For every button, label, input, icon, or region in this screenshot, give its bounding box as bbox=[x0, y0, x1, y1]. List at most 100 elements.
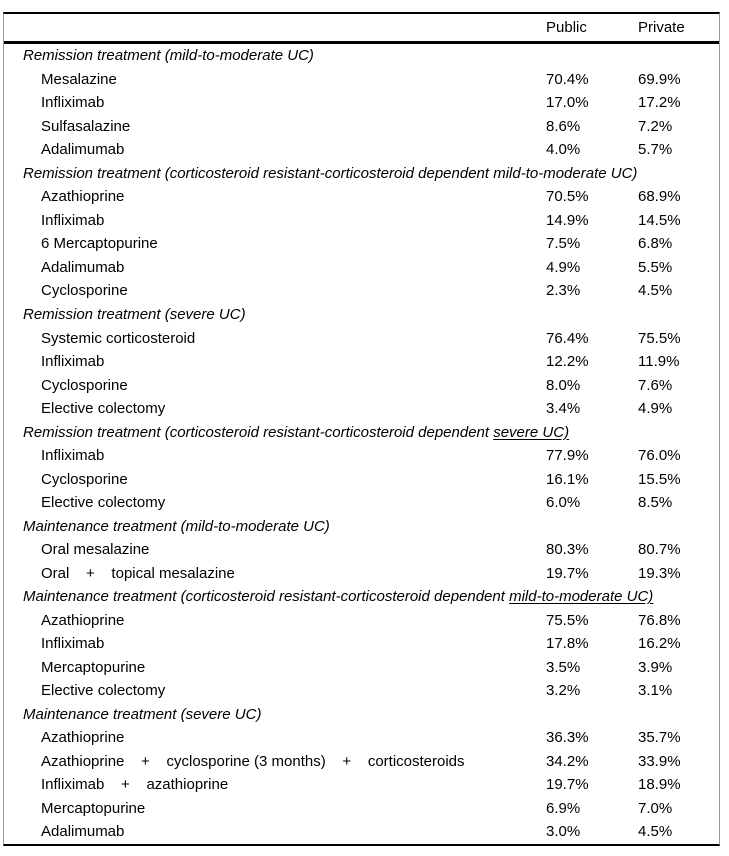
private-value: 11.9% bbox=[638, 353, 680, 371]
section-title-underlined-text: mild-to-moderate UC) bbox=[509, 588, 654, 606]
section-title-text: Maintenance treatment (mild-to-moderate … bbox=[23, 517, 330, 535]
table-row: Cyclosporine 8.0% 7.6% bbox=[4, 373, 719, 397]
treatment-label: Azathioprine bbox=[41, 729, 125, 747]
private-value: 14.5% bbox=[638, 211, 681, 229]
treatment-label: Azathioprine bbox=[41, 188, 125, 206]
private-value: 4.9% bbox=[638, 400, 673, 418]
private-value: 3.9% bbox=[638, 658, 673, 676]
table-row: Mercaptopurine 6.9% 7.0% bbox=[4, 797, 719, 821]
treatment-label: Infliximab bbox=[41, 447, 105, 465]
private-value: 7.0% bbox=[638, 799, 673, 817]
table-row: Oral + topical mesalazine 19.7% 19.3% bbox=[4, 561, 719, 585]
treatment-label: Mesalazine bbox=[41, 70, 117, 88]
section-header-row: Remission treatment (mild-to-moderate UC… bbox=[4, 44, 719, 68]
private-value: 4.5% bbox=[638, 823, 673, 841]
public-value: 3.5% bbox=[546, 658, 581, 676]
public-value: 17.0% bbox=[546, 94, 589, 112]
section-title-text: Remission treatment (corticosteroid resi… bbox=[23, 164, 638, 182]
table-row: Infliximab + azathioprine 19.7% 18.9% bbox=[4, 773, 719, 797]
section-title-text: Remission treatment (corticosteroid resi… bbox=[23, 423, 494, 441]
section-title: Remission treatment (corticosteroid resi… bbox=[4, 424, 719, 441]
public-value: 70.4% bbox=[546, 70, 589, 88]
private-value: 76.0% bbox=[638, 447, 681, 465]
table-row: Mercaptopurine 3.5% 3.9% bbox=[4, 656, 719, 680]
public-value: 2.3% bbox=[546, 282, 581, 300]
public-value: 36.3% bbox=[546, 729, 589, 747]
private-value: 3.1% bbox=[638, 682, 673, 700]
public-value: 4.9% bbox=[546, 258, 581, 276]
public-value: 8.0% bbox=[546, 376, 581, 394]
section-header-row: Maintenance treatment (severe UC) bbox=[4, 703, 719, 727]
section-header-row: Remission treatment (severe UC) bbox=[4, 303, 719, 327]
public-value: 12.2% bbox=[546, 353, 589, 371]
public-value: 3.2% bbox=[546, 682, 581, 700]
private-value: 17.2% bbox=[638, 94, 681, 112]
section-title-text: Maintenance treatment (severe UC) bbox=[23, 705, 262, 723]
public-value: 4.0% bbox=[546, 141, 581, 159]
treatment-label: Adalimumab bbox=[41, 823, 125, 841]
treatment-label: Azathioprine bbox=[41, 611, 125, 629]
treatment-label: Cyclosporine bbox=[41, 376, 128, 394]
section-title: Remission treatment (corticosteroid resi… bbox=[4, 165, 719, 182]
treatment-label: Mercaptopurine bbox=[41, 658, 146, 676]
treatment-label: Sulfasalazine bbox=[41, 117, 131, 135]
table-row: Cyclosporine 16.1% 15.5% bbox=[4, 467, 719, 491]
treatment-label: Infliximab + azathioprine bbox=[41, 776, 229, 794]
table-row: Adalimumab 4.9% 5.5% bbox=[4, 256, 719, 280]
table-row: Elective colectomy 3.4% 4.9% bbox=[4, 397, 719, 421]
private-value: 4.5% bbox=[638, 282, 673, 300]
table-row: Azathioprine 70.5% 68.9% bbox=[4, 185, 719, 209]
private-value: 33.9% bbox=[638, 752, 681, 770]
private-value: 8.5% bbox=[638, 494, 673, 512]
table-row: Systemic corticosteroid 76.4% 75.5% bbox=[4, 326, 719, 350]
treatment-label: Infliximab bbox=[41, 353, 105, 371]
table-row: Elective colectomy 6.0% 8.5% bbox=[4, 491, 719, 515]
private-value: 16.2% bbox=[638, 635, 681, 653]
table-row: Azathioprine + cyclosporine (3 months) +… bbox=[4, 750, 719, 774]
private-value: 5.5% bbox=[638, 258, 673, 276]
treatment-label: Infliximab bbox=[41, 94, 105, 112]
table-row: Azathioprine 36.3% 35.7% bbox=[4, 726, 719, 750]
public-value: 34.2% bbox=[546, 752, 589, 770]
public-value: 16.1% bbox=[546, 470, 589, 488]
private-value: 18.9% bbox=[638, 776, 681, 794]
private-value: 15.5% bbox=[638, 470, 681, 488]
private-value: 19.3% bbox=[638, 564, 681, 582]
section-title: Remission treatment (mild-to-moderate UC… bbox=[4, 47, 719, 64]
private-value: 7.6% bbox=[638, 376, 673, 394]
public-value: 70.5% bbox=[546, 188, 589, 206]
private-value: 80.7% bbox=[638, 541, 681, 559]
public-value: 14.9% bbox=[546, 211, 589, 229]
treatment-label: Systemic corticosteroid bbox=[41, 329, 196, 347]
treatment-label: Elective colectomy bbox=[41, 682, 166, 700]
treatment-label: Adalimumab bbox=[41, 258, 125, 276]
public-value: 3.4% bbox=[546, 400, 581, 418]
section-title: Maintenance treatment (mild-to-moderate … bbox=[4, 518, 719, 535]
section-title: Remission treatment (severe UC) bbox=[4, 306, 719, 323]
private-value: 7.2% bbox=[638, 117, 673, 135]
table-row: Cyclosporine 2.3% 4.5% bbox=[4, 279, 719, 303]
section-title-text: Maintenance treatment (corticosteroid re… bbox=[23, 588, 510, 606]
public-value: 77.9% bbox=[546, 447, 589, 465]
treatment-label: Mercaptopurine bbox=[41, 799, 146, 817]
table-row: Adalimumab 4.0% 5.7% bbox=[4, 138, 719, 162]
public-value: 6.9% bbox=[546, 799, 581, 817]
table-row: Infliximab 77.9% 76.0% bbox=[4, 444, 719, 468]
private-value: 76.8% bbox=[638, 611, 681, 629]
public-value: 17.8% bbox=[546, 635, 589, 653]
section-title: Maintenance treatment (corticosteroid re… bbox=[4, 588, 719, 605]
public-value: 3.0% bbox=[546, 823, 581, 841]
private-value: 68.9% bbox=[638, 188, 681, 206]
section-header-row: Maintenance treatment (mild-to-moderate … bbox=[4, 514, 719, 538]
table-header-row: Public Private bbox=[4, 14, 719, 44]
table-row: 6 Mercaptopurine 7.5% 6.8% bbox=[4, 232, 719, 256]
public-value: 75.5% bbox=[546, 611, 589, 629]
public-value: 80.3% bbox=[546, 541, 589, 559]
table-row: Infliximab 14.9% 14.5% bbox=[4, 209, 719, 233]
treatment-label: Oral + topical mesalazine bbox=[41, 564, 235, 582]
table-row: Infliximab 12.2% 11.9% bbox=[4, 350, 719, 374]
column-header-public: Public bbox=[546, 19, 587, 36]
private-value: 35.7% bbox=[638, 729, 681, 747]
public-value: 7.5% bbox=[546, 235, 581, 253]
private-value: 5.7% bbox=[638, 141, 673, 159]
